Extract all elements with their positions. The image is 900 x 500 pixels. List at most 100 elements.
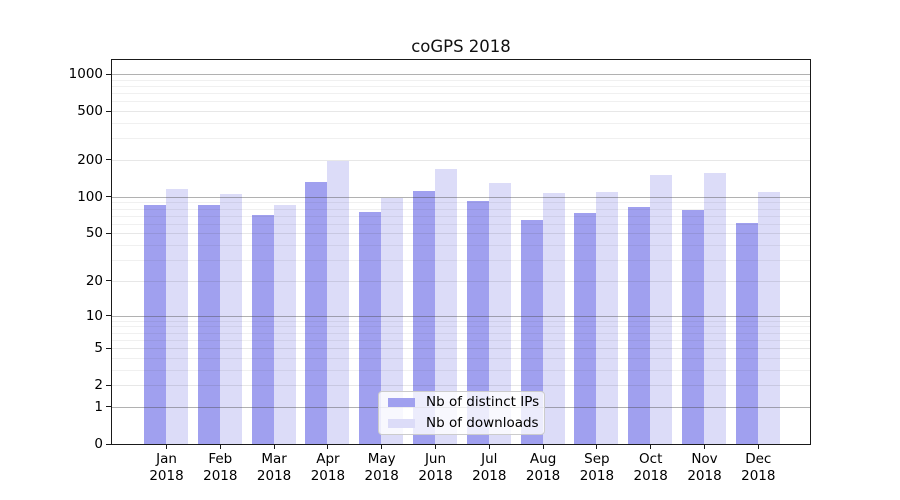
x-tick-label-month: May (367, 451, 396, 467)
x-tick (596, 445, 598, 449)
y-tick (106, 384, 111, 386)
grid-line (112, 332, 810, 334)
x-tick (327, 445, 329, 449)
y-tick-label: 500 (77, 103, 103, 120)
x-tick-label: Jun 2018 (404, 451, 468, 485)
grid-line (112, 326, 810, 328)
y-tick (106, 443, 111, 445)
x-tick (435, 445, 436, 449)
x-tick-label-month: Apr (316, 451, 340, 467)
y-tick-label: 5 (94, 340, 103, 357)
bar-downloads (166, 188, 188, 444)
grid-line (112, 320, 810, 322)
x-tick (650, 445, 652, 449)
x-tick-label-year: 2018 (364, 468, 399, 484)
bar-distinct-ips (197, 205, 220, 444)
x-tick (488, 445, 490, 449)
legend-entry-downloads: Nb of downloads (387, 415, 539, 432)
x-tick-label-year: 2018 (687, 468, 722, 484)
grid-line (112, 280, 810, 282)
grid-line (112, 339, 810, 341)
bar-distinct-ips (413, 190, 435, 444)
bar-downloads (542, 193, 565, 444)
x-tick-label-year: 2018 (633, 468, 668, 484)
x-tick-label-month: Sep (584, 451, 610, 467)
x-tick (542, 445, 544, 449)
x-tick-label-month: Oct (639, 451, 663, 467)
x-tick-label: Oct 2018 (619, 451, 683, 485)
x-tick-label-year: 2018 (472, 468, 507, 484)
x-tick (273, 445, 275, 449)
bar-downloads (435, 168, 457, 444)
x-tick-label: Jul 2018 (457, 451, 521, 485)
bar-distinct-ips (628, 207, 651, 444)
bar-downloads (327, 161, 350, 444)
legend: Nb of distinct IPs Nb of downloads (378, 391, 545, 435)
y-tick-label: 1000 (68, 66, 103, 82)
bar-downloads (650, 174, 673, 444)
y-tick-label: 50 (85, 225, 103, 242)
x-tick-label: Apr 2018 (296, 451, 360, 485)
y-tick (106, 406, 111, 408)
x-tick-label: Aug 2018 (511, 451, 575, 485)
bar-distinct-ips (520, 219, 543, 444)
x-tick-label-year: 2018 (310, 468, 346, 484)
legend-label-downloads: Nb of downloads (426, 415, 539, 431)
grid-line (112, 93, 810, 95)
grid-line (112, 111, 810, 113)
grid-line (112, 348, 810, 350)
bar-downloads (273, 205, 296, 444)
bar-distinct-ips (305, 181, 328, 444)
bar-downloads (757, 192, 780, 444)
grid-line (112, 369, 810, 371)
x-tick-label-year: 2018 (203, 468, 238, 484)
x-tick-label-year: 2018 (579, 468, 615, 484)
y-tick (106, 196, 111, 198)
bar-distinct-ips (359, 212, 382, 444)
grid-line (112, 260, 810, 262)
x-tick (757, 445, 759, 449)
y-tick (106, 159, 111, 161)
x-tick-label: Jan 2018 (135, 451, 199, 485)
x-tick-label-month: Jul (481, 451, 498, 467)
bar-downloads (381, 197, 404, 444)
x-tick-label: Nov 2018 (673, 451, 737, 485)
y-tick (106, 73, 111, 75)
x-tick (704, 445, 705, 449)
plot-area (111, 59, 811, 445)
y-tick-label: 100 (77, 188, 103, 205)
legend-entry-distinct-ips: Nb of distinct IPs (387, 394, 540, 411)
x-tick-label: Dec 2018 (726, 451, 790, 485)
y-tick-label: 200 (77, 151, 103, 168)
x-tick-label: Mar 2018 (242, 451, 306, 485)
y-tick (106, 110, 111, 112)
y-tick (106, 347, 111, 349)
grid-line (112, 196, 810, 198)
y-tick (106, 315, 111, 317)
bar-distinct-ips (735, 222, 758, 444)
bar-downloads (704, 173, 726, 444)
x-tick-label-month: Jan (156, 451, 177, 467)
y-tick-label: 0 (94, 436, 103, 452)
x-tick-label-month: Jun (424, 451, 447, 467)
x-tick (219, 445, 221, 449)
grid-line (112, 138, 810, 140)
legend-label-distinct-ips: Nb of distinct IPs (426, 394, 540, 410)
y-tick (106, 280, 111, 282)
grid-line (112, 208, 810, 210)
x-tick (381, 445, 383, 449)
x-tick-label-year: 2018 (149, 468, 184, 484)
grid-line (112, 357, 810, 359)
x-tick (166, 445, 167, 449)
x-tick-label: May 2018 (350, 451, 414, 485)
grid-line (112, 315, 810, 317)
grid-line (112, 101, 810, 103)
bar-distinct-ips (251, 214, 274, 444)
bar-distinct-ips (682, 209, 704, 444)
bar-distinct-ips (144, 205, 166, 444)
x-tick-label-month: Nov (691, 451, 718, 467)
y-tick-label: 2 (94, 377, 103, 394)
grid-line (112, 385, 810, 387)
grid-line (112, 245, 810, 247)
